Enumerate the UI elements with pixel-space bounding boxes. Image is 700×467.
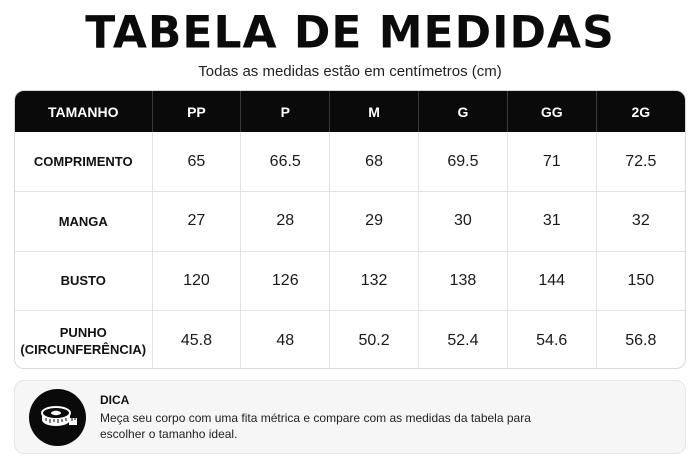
table-row: PUNHO (CIRCUNFERÊNCIA) 45.8 48 50.2 52.4… [15, 310, 685, 368]
tip-box: DICA Meça seu corpo com uma fita métrica… [14, 380, 686, 454]
table-cell: 28 [240, 191, 331, 252]
table-cell: 72.5 [596, 132, 685, 192]
page-title: TABELA DE MEDIDAS [85, 6, 615, 59]
table-cell: 65 [152, 132, 242, 192]
table-cell: 48 [240, 310, 331, 368]
table-cell: 68 [329, 132, 419, 192]
column-header-g: G [418, 91, 508, 132]
table-cell: 132 [329, 251, 419, 311]
row-label-punho: PUNHO (CIRCUNFERÊNCIA) [15, 310, 153, 368]
table-row: MANGA 27 28 29 30 31 32 [15, 191, 685, 252]
table-cell: 29 [329, 191, 419, 252]
column-header-2g: 2G [631, 103, 651, 120]
table-cell: 71 [507, 132, 597, 192]
row-label-busto: BUSTO [15, 251, 153, 311]
table-cell: 144 [507, 251, 597, 311]
measuring-tape-icon [29, 389, 86, 446]
table-cell: 30 [418, 191, 508, 252]
row-label-comprimento: COMPRIMENTO [15, 132, 153, 192]
column-header-m: M [329, 91, 419, 132]
column-header-pp: PP [152, 91, 242, 132]
table-cell: 120 [152, 251, 242, 311]
table-cell: 150 [596, 251, 685, 311]
table-cell: 56.8 [625, 331, 657, 349]
table-cell: 54.6 [507, 310, 597, 368]
table-cell: 66.5 [240, 132, 331, 192]
table-row: BUSTO 120 126 132 138 144 150 [15, 251, 685, 311]
tip-text: Meça seu corpo com uma fita métrica e co… [100, 411, 531, 441]
table-cell: 27 [152, 191, 242, 252]
table-cell: 31 [507, 191, 597, 252]
tip-title: DICA [100, 393, 130, 407]
table-cell: 50.2 [329, 310, 419, 368]
table-cell: 138 [418, 251, 508, 311]
row-label-manga: MANGA [15, 191, 153, 252]
row-label-line: BUSTO [60, 273, 106, 289]
page-subtitle: Todas as medidas estão em centímetros (c… [198, 63, 502, 80]
table-cell: 32 [596, 191, 685, 252]
row-label-line: PUNHO [59, 324, 107, 340]
table-header-row: TAMANHO PP P M G GG 2G [15, 91, 685, 132]
table-row: COMPRIMENTO 65 66.5 68 69.5 71 72.5 [15, 132, 685, 192]
table-cell: 45.8 [152, 310, 242, 368]
row-label-line: COMPRIMENTO [33, 154, 133, 169]
column-header-size: TAMANHO [15, 91, 153, 132]
row-label-line: (CIRCUNFERÊNCIA) [20, 341, 147, 357]
size-table: TAMANHO PP P M G GG 2G COMPRIMENTO 65 66… [14, 90, 686, 369]
column-header-p: P [240, 91, 331, 132]
table-cell: 126 [240, 251, 331, 311]
table-cell: 69.5 [418, 132, 508, 192]
table-cell: 52.4 [418, 310, 508, 368]
column-header-gg: GG [507, 91, 597, 132]
row-label-line: MANGA [58, 213, 108, 229]
